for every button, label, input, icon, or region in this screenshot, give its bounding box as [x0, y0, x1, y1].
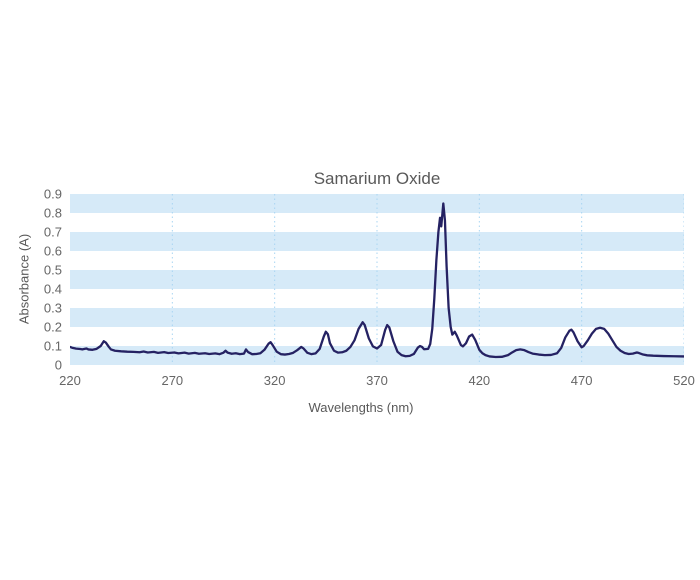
x-tick-label: 220	[59, 373, 81, 388]
x-tick-label: 470	[570, 373, 593, 388]
x-tick-label: 520	[673, 373, 695, 388]
y-tick-label: 0.1	[43, 338, 62, 354]
y-tick-label: 0.9	[43, 186, 62, 202]
x-tick-label: 270	[161, 373, 184, 388]
x-axis-label: Wavelengths (nm)	[308, 400, 414, 415]
y-tick-label: 0.7	[43, 224, 62, 240]
chart-title: Samarium Oxide	[313, 169, 441, 188]
grid-band	[70, 346, 684, 365]
x-tick-label: 320	[263, 373, 286, 388]
y-tick-label: 0.3	[43, 300, 62, 316]
x-tick-label: 420	[468, 373, 491, 388]
y-tick-label: 0.6	[43, 243, 62, 259]
grid-band	[70, 308, 684, 327]
y-axis-label: Absorbance (A)	[16, 233, 32, 325]
y-tick-label: 0.5	[43, 262, 62, 278]
x-tick-label: 370	[366, 373, 388, 388]
y-tick-label: 0.4	[43, 281, 62, 297]
spectrum-line	[70, 202, 684, 359]
y-tick-label: 0.8	[43, 205, 62, 221]
grid-band	[70, 232, 684, 251]
plot-area	[70, 194, 684, 365]
y-tick-label: 0.2	[43, 319, 62, 335]
y-tick-label: 0	[54, 357, 62, 373]
